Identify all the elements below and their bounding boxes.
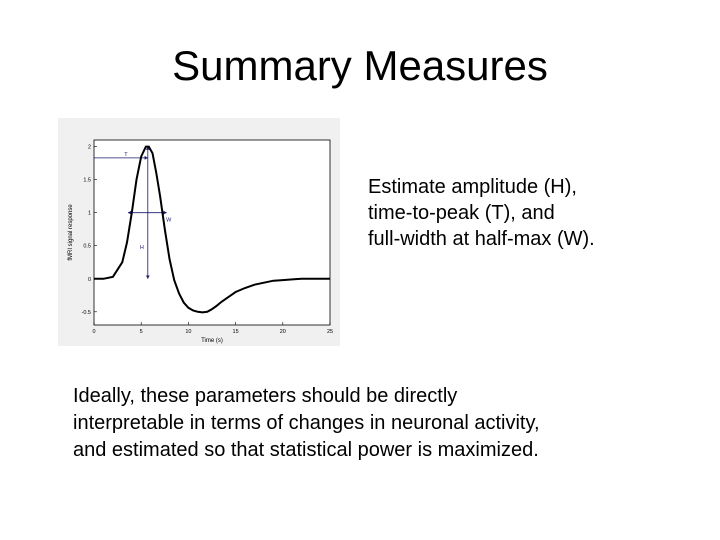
description-line-2: time-to-peak (T), and	[368, 202, 555, 224]
arrow-head	[163, 210, 167, 215]
x-tick-label: 5	[140, 329, 143, 335]
x-tick-label: 15	[233, 329, 239, 335]
body-line-3: and estimated so that statistical power …	[73, 439, 539, 461]
hrf-chart-svg: 0 5 10 15 20 25 -0.5 0 0.5 1 1.5 2 T H W Time (s) fMR…	[58, 118, 340, 346]
y-tick-label: 0.5	[83, 244, 91, 250]
body-line-1: Ideally, these parameters should be dire…	[73, 385, 458, 407]
arrow-head	[145, 275, 150, 279]
plot-area	[93, 139, 331, 326]
y-tick-label: 1.5	[83, 178, 91, 184]
y-tick-label: 1	[88, 211, 91, 217]
description-line-1: Estimate amplitude (H),	[368, 176, 577, 198]
x-tick-label: 20	[280, 329, 286, 335]
x-tick-label: 0	[92, 329, 95, 335]
series-line-hrf	[94, 145, 330, 314]
annotation-label: T	[124, 152, 128, 158]
body-line-2: interpretable in terms of changes in neu…	[73, 412, 540, 434]
hrf-chart: 0 5 10 15 20 25 -0.5 0 0.5 1 1.5 2 T H W Time (s) fMR…	[58, 118, 340, 346]
arrow-head	[145, 146, 150, 150]
x-tick-label: 10	[185, 329, 191, 335]
y-tick-label: -0.5	[82, 310, 91, 316]
annotation-label: H	[140, 245, 144, 251]
y-axis-label: fMRI signal response	[68, 204, 74, 261]
arrow-head	[144, 155, 148, 160]
summary-description: Estimate amplitude (H), time-to-peak (T)…	[368, 174, 698, 252]
arrow-head	[127, 210, 132, 215]
y-tick-label: 2	[88, 145, 91, 151]
annotation-label: W	[166, 218, 172, 224]
description-line-3: full-width at half-max (W).	[368, 228, 595, 250]
body-paragraph: Ideally, these parameters should be dire…	[73, 383, 693, 464]
annotation-w: W	[127, 210, 172, 224]
slide-title: Summary Measures	[172, 42, 548, 89]
x-axis-label: Time (s)	[201, 338, 223, 344]
annotation-t: T	[94, 152, 148, 160]
x-tick-label: 25	[327, 329, 333, 335]
y-tick-label: 0	[88, 277, 91, 283]
